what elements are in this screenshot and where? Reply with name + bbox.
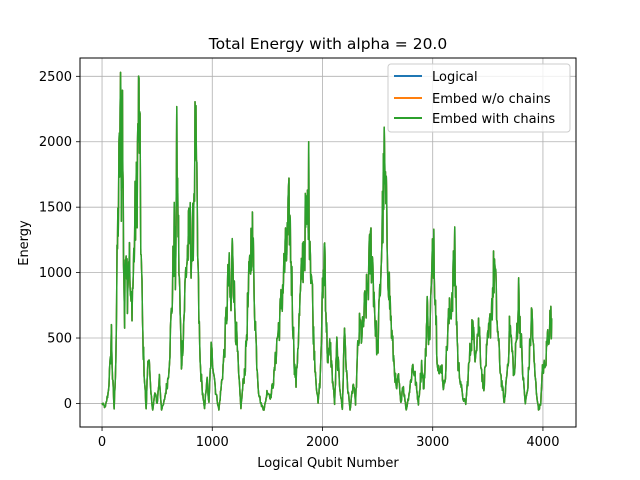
legend-label-logical: Logical — [432, 70, 478, 85]
y-tick-label: 1500 — [39, 201, 72, 216]
legend: Logical Embed w/o chains Embed with chai… — [387, 63, 571, 133]
y-tick-label: 2000 — [39, 135, 72, 150]
y-tick-label: 500 — [47, 332, 72, 347]
y-axis-label: Energy — [17, 220, 32, 266]
legend-label-embed-without-chains: Embed w/o chains — [432, 92, 551, 107]
chart-title: Total Energy with alpha = 20.0 — [208, 35, 447, 53]
x-tick-label: 4000 — [526, 435, 559, 450]
x-tick-label: 3000 — [416, 435, 449, 450]
x-tick-label: 0 — [98, 435, 106, 450]
x-tick-label: 2000 — [306, 435, 339, 450]
axis-ticks: 0 1000 2000 3000 4000 0 500 1000 1500 2000 2500 — [39, 70, 560, 450]
legend-label-embed-with-chains: Embed with chains — [432, 112, 555, 127]
series-line-embed-with-chains — [101, 71, 553, 411]
y-tick-label: 1000 — [39, 266, 72, 281]
x-tick-label: 1000 — [196, 435, 229, 450]
x-axis-label: Logical Qubit Number — [257, 456, 399, 471]
plot-frame — [79, 57, 577, 428]
plot-lines — [101, 71, 553, 411]
y-tick-label: 2500 — [39, 70, 72, 85]
y-tick-label: 0 — [64, 397, 72, 412]
legend-box — [387, 63, 571, 133]
